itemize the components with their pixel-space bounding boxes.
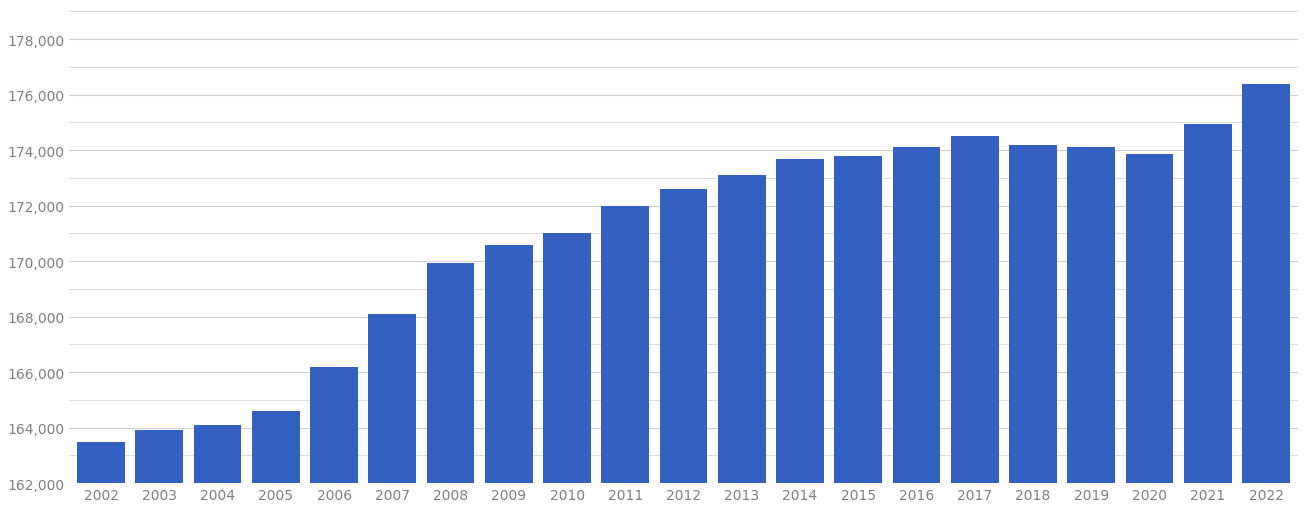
Bar	[776, 159, 823, 509]
Bar	[311, 367, 358, 509]
Bar	[368, 315, 416, 509]
Bar	[252, 411, 300, 509]
Bar	[543, 234, 591, 509]
Bar	[1242, 84, 1289, 509]
Bar	[1184, 125, 1232, 509]
Bar	[485, 245, 532, 509]
Bar	[659, 190, 707, 509]
Bar	[193, 425, 241, 509]
Bar	[1009, 146, 1057, 509]
Bar	[718, 176, 766, 509]
Bar	[602, 206, 649, 509]
Bar	[136, 431, 183, 509]
Bar	[1067, 148, 1116, 509]
Bar	[427, 263, 475, 509]
Bar	[1126, 155, 1173, 509]
Bar	[834, 156, 882, 509]
Bar	[77, 442, 125, 509]
Bar	[951, 137, 998, 509]
Bar	[893, 148, 941, 509]
